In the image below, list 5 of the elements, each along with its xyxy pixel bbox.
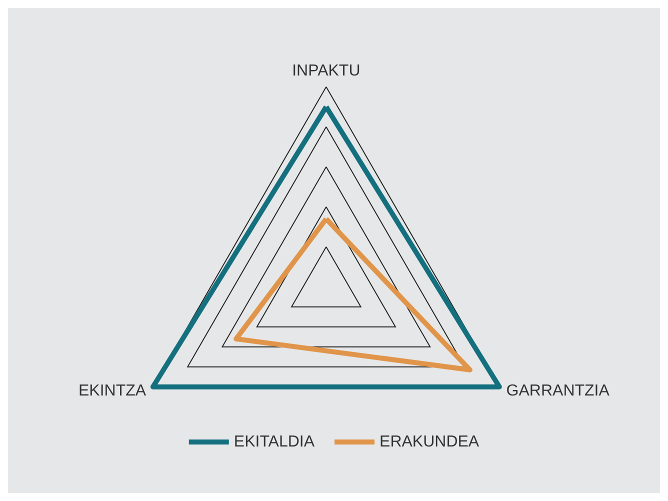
legend-label: EKITALDIA xyxy=(234,434,315,450)
spoke-label: INPAKTU xyxy=(292,62,360,80)
spoke-label: GARRANTZIA xyxy=(506,382,610,400)
spoke-label: EKINTZA xyxy=(78,382,146,400)
legend-label: ERAKUNDEA xyxy=(380,434,480,450)
